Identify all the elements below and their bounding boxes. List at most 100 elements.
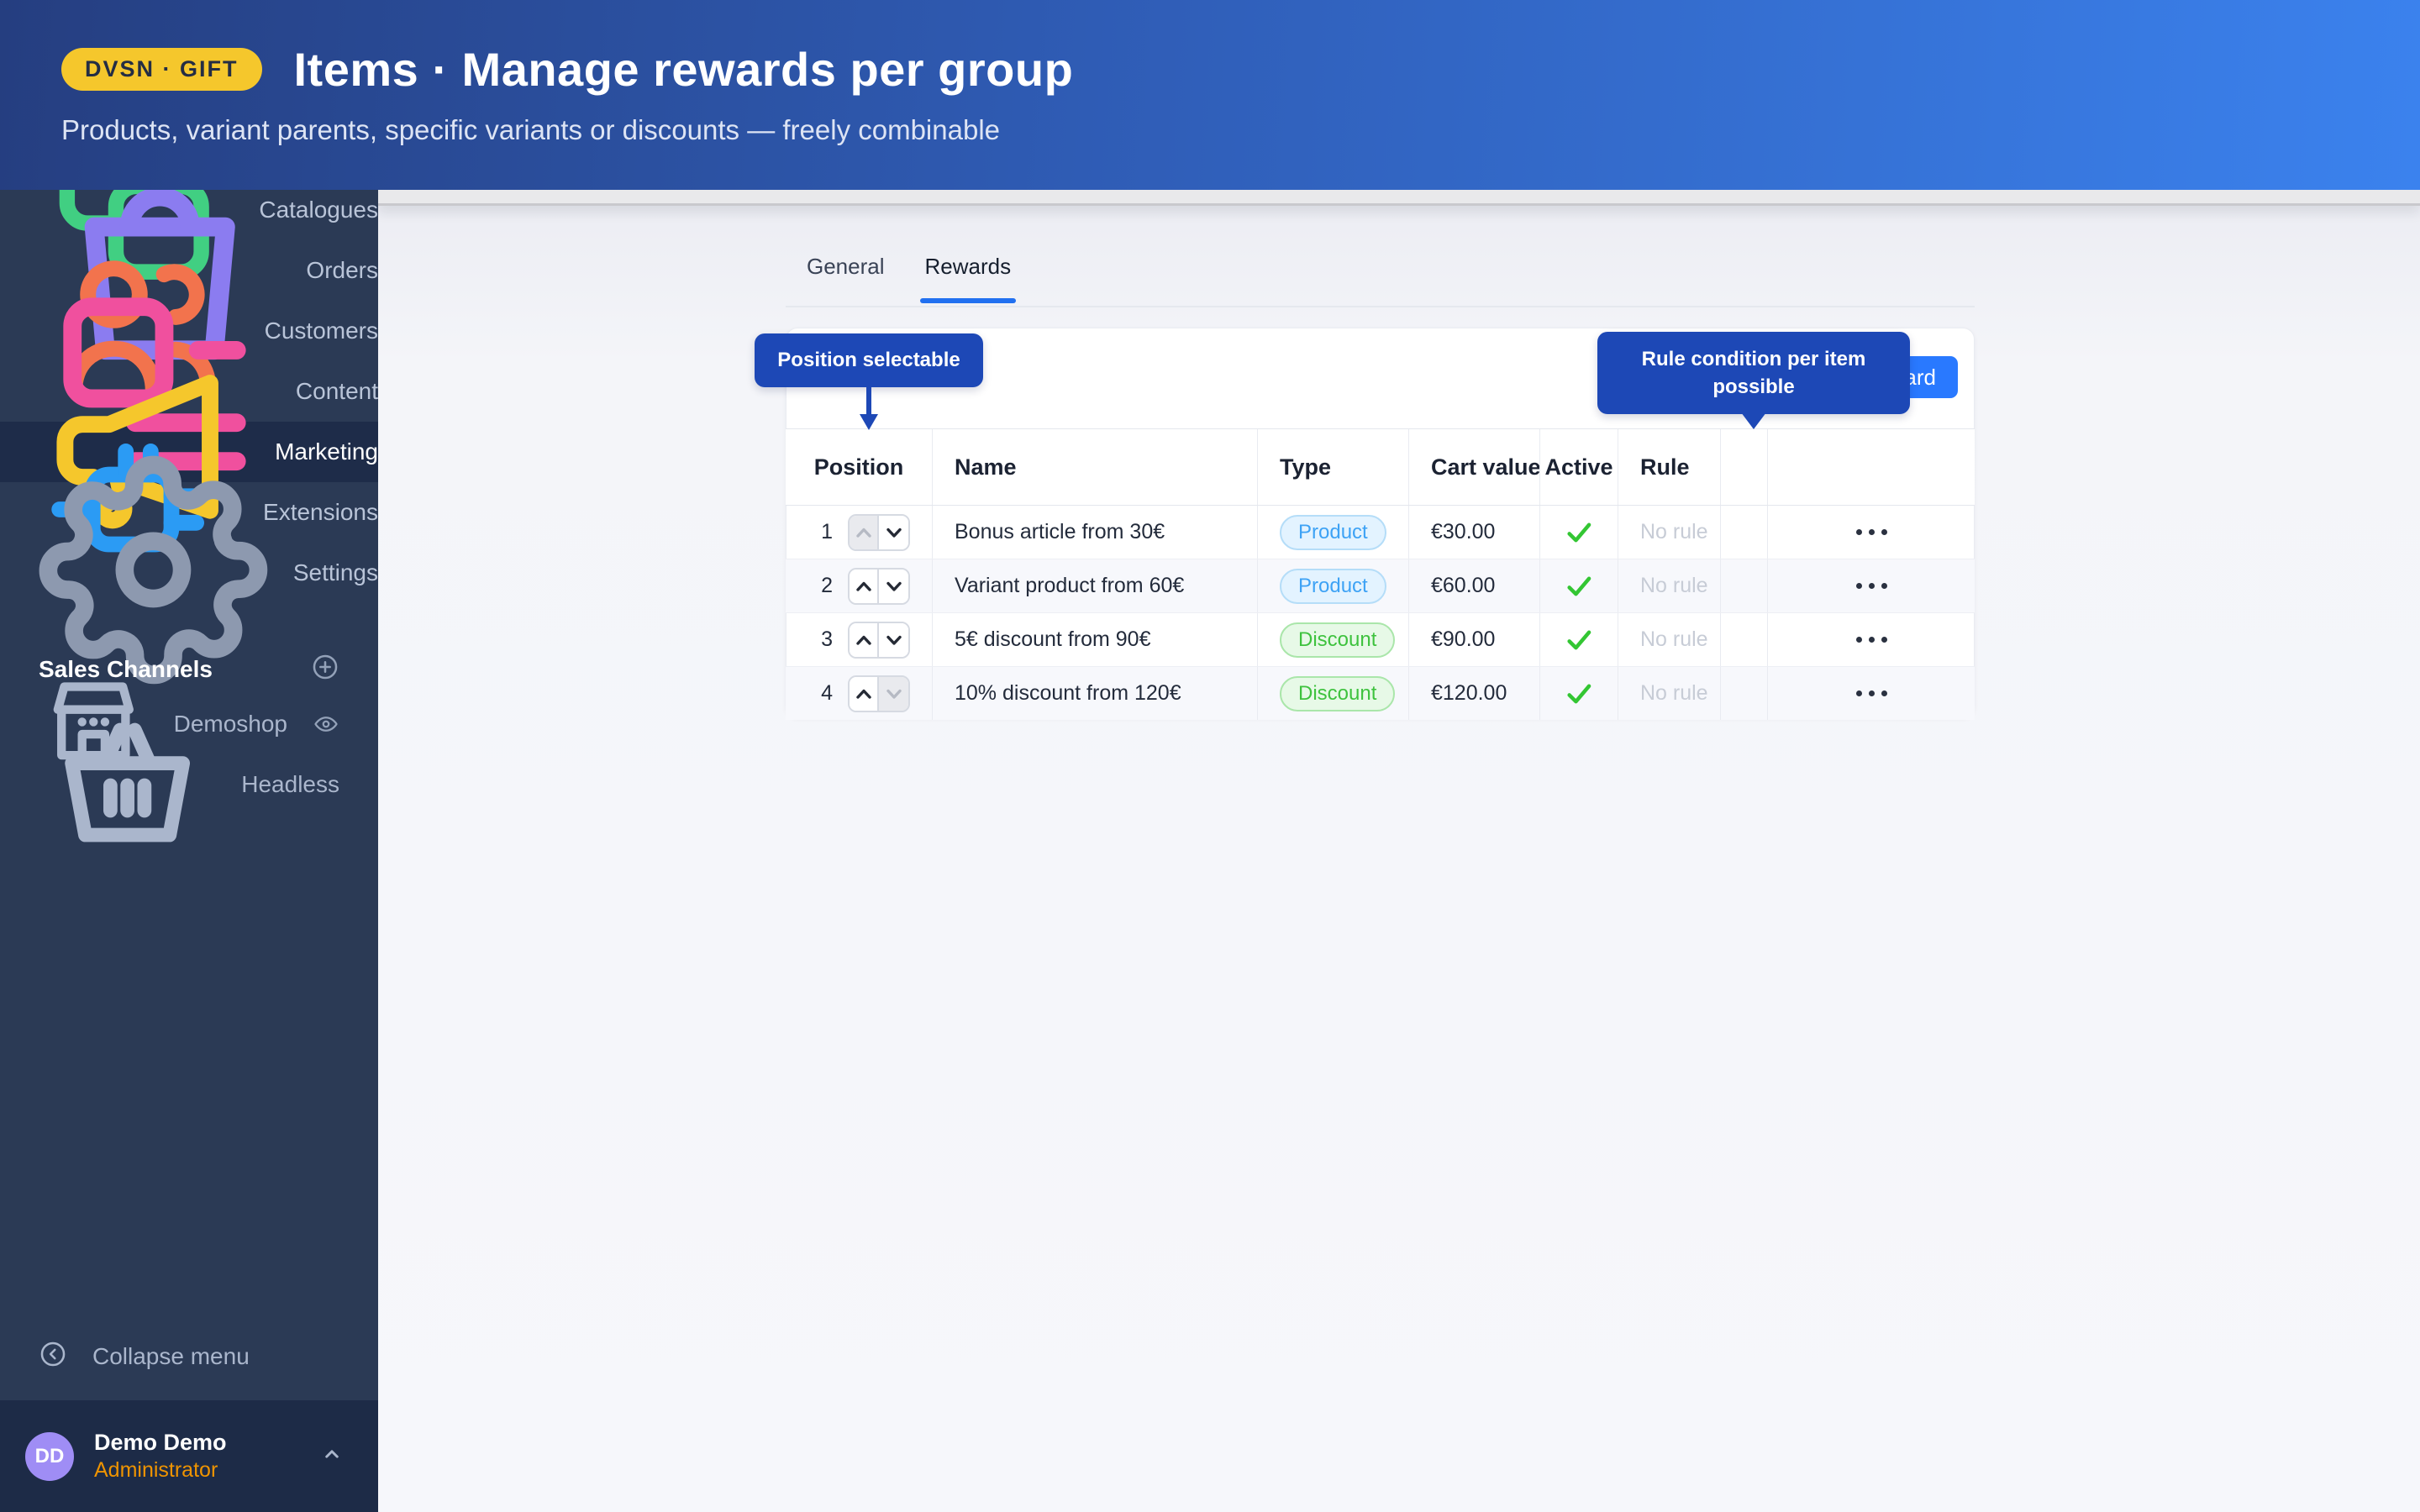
position-number: 2 bbox=[821, 574, 833, 597]
sales-channels-label: Sales Channels bbox=[39, 656, 213, 682]
collapse-menu-button[interactable]: Collapse menu bbox=[0, 1326, 378, 1387]
sales-channel-demoshop[interactable]: Demoshop bbox=[0, 682, 378, 760]
position-tooltip-arrowhead bbox=[860, 414, 878, 430]
position-number: 3 bbox=[821, 627, 833, 651]
spacer-cell bbox=[1721, 613, 1768, 666]
rule-value: No rule bbox=[1618, 667, 1721, 720]
move-up-button[interactable] bbox=[850, 515, 879, 549]
sales-channel-headless[interactable]: Headless bbox=[0, 722, 378, 843]
sales-channels-header: Sales Channels bbox=[0, 651, 378, 688]
user-menu[interactable]: DD Demo Demo Administrator bbox=[0, 1400, 378, 1512]
sales-channel-label: Demoshop bbox=[173, 711, 287, 737]
move-up-button[interactable] bbox=[850, 569, 879, 603]
row-actions-button[interactable] bbox=[1768, 506, 1975, 559]
position-number: 1 bbox=[821, 520, 833, 543]
user-role: Administrator bbox=[94, 1457, 218, 1482]
rule-tooltip-caret bbox=[1741, 412, 1766, 429]
move-up-button[interactable] bbox=[850, 622, 879, 657]
page-title: Items · Manage rewards per group bbox=[293, 43, 1074, 96]
sidebar-item-marketing[interactable]: Marketing bbox=[0, 375, 378, 529]
basket-icon bbox=[39, 693, 216, 876]
active-check-icon bbox=[1540, 559, 1618, 612]
header-shadow-strip bbox=[378, 190, 2420, 206]
cart-value: €90.00 bbox=[1409, 613, 1540, 666]
move-down-button[interactable] bbox=[879, 515, 908, 549]
table-row: 2 Variant product from 60€ Product €60.0… bbox=[786, 559, 1975, 612]
column-header-name: Name bbox=[933, 429, 1258, 505]
table-body: 1 Bonus article from 30€ Product €30.00 … bbox=[786, 506, 1975, 720]
sidebar-item-label: Settings bbox=[292, 559, 378, 585]
row-actions-button[interactable] bbox=[1768, 667, 1975, 720]
move-down-button[interactable] bbox=[879, 622, 908, 657]
settings-icon bbox=[39, 455, 268, 690]
reward-name: 5€ discount from 90€ bbox=[933, 613, 1258, 666]
collapse-label: Collapse menu bbox=[92, 1343, 250, 1369]
avatar: DD bbox=[25, 1431, 74, 1481]
rule-tooltip: Rule condition per item possible bbox=[1597, 332, 1910, 414]
rewards-table: Position Name Type Cart value Active Rule 1 B… bbox=[786, 428, 1975, 720]
collapse-icon bbox=[39, 1340, 67, 1374]
reward-name: Variant product from 60€ bbox=[933, 559, 1258, 612]
column-header-empty-7 bbox=[1768, 429, 1975, 505]
rule-value: No rule bbox=[1618, 506, 1721, 559]
tab-divider bbox=[786, 306, 1975, 307]
cart-value: €120.00 bbox=[1409, 667, 1540, 720]
sales-channel-list: Demoshop Headless bbox=[0, 682, 378, 843]
column-header-position: Position bbox=[786, 429, 933, 505]
position-number: 4 bbox=[821, 681, 833, 705]
ellipsis-icon bbox=[1855, 529, 1887, 535]
spacer-cell bbox=[1721, 559, 1768, 612]
tab-bar: General Rewards bbox=[807, 254, 1016, 303]
column-header-rule: Rule bbox=[1618, 429, 1721, 505]
sidebar-item-label: Orders bbox=[306, 257, 378, 283]
spacer-cell bbox=[1721, 506, 1768, 559]
sidebar: Catalogues Orders Customers Content Mark… bbox=[0, 130, 378, 1512]
chevron-up-icon bbox=[319, 1441, 345, 1471]
add-sales-channel-icon[interactable] bbox=[311, 653, 339, 687]
column-header-cart-value: Cart value bbox=[1409, 429, 1540, 505]
type-badge: Product bbox=[1280, 568, 1386, 604]
sidebar-item-settings[interactable]: Settings bbox=[0, 455, 378, 685]
row-actions-button[interactable] bbox=[1768, 559, 1975, 612]
tab-general[interactable]: General bbox=[807, 254, 885, 279]
rule-value: No rule bbox=[1618, 613, 1721, 666]
move-up-button[interactable] bbox=[850, 676, 879, 711]
page-subtitle: Products, variant parents, specific vari… bbox=[61, 114, 1001, 145]
table-row: 1 Bonus article from 30€ Product €30.00 … bbox=[786, 506, 1975, 559]
sidebar-item-label: Catalogues bbox=[259, 197, 378, 223]
ellipsis-icon bbox=[1855, 690, 1887, 696]
tab-rewards[interactable]: Rewards bbox=[919, 254, 1016, 303]
type-badge: Discount bbox=[1280, 675, 1396, 711]
move-down-button[interactable] bbox=[879, 569, 908, 603]
ellipsis-icon bbox=[1855, 637, 1887, 643]
sidebar-item-label: Customers bbox=[264, 318, 378, 344]
sidebar-item-label: Extensions bbox=[263, 499, 378, 525]
type-badge: Product bbox=[1280, 514, 1386, 550]
position-tooltip-arrow bbox=[866, 387, 871, 416]
sales-channel-label: Headless bbox=[241, 771, 339, 797]
position-stepper bbox=[848, 675, 910, 712]
user-name: Demo Demo bbox=[94, 1430, 227, 1455]
column-header-empty-6 bbox=[1721, 429, 1768, 505]
plugin-badge: DVSN · GIFT bbox=[61, 48, 262, 91]
storefront-icon bbox=[39, 666, 149, 782]
table-header-row: Position Name Type Cart value Active Rule bbox=[786, 428, 1975, 506]
move-down-button[interactable] bbox=[879, 676, 908, 711]
sidebar-item-label: Content bbox=[295, 378, 378, 404]
ellipsis-icon bbox=[1855, 583, 1887, 589]
cart-value: €60.00 bbox=[1409, 559, 1540, 612]
eye-icon[interactable] bbox=[313, 711, 339, 737]
spacer-cell bbox=[1721, 667, 1768, 720]
table-row: 3 5€ discount from 90€ Discount €90.00 N… bbox=[786, 612, 1975, 666]
reward-name: Bonus article from 30€ bbox=[933, 506, 1258, 559]
sidebar-item-label: Marketing bbox=[275, 438, 378, 465]
position-stepper bbox=[848, 621, 910, 659]
row-actions-button[interactable] bbox=[1768, 613, 1975, 666]
table-row: 4 10% discount from 120€ Discount €120.0… bbox=[786, 666, 1975, 720]
active-check-icon bbox=[1540, 667, 1618, 720]
active-check-icon bbox=[1540, 506, 1618, 559]
type-badge: Discount bbox=[1280, 622, 1396, 658]
rule-value: No rule bbox=[1618, 559, 1721, 612]
cart-value: €30.00 bbox=[1409, 506, 1540, 559]
